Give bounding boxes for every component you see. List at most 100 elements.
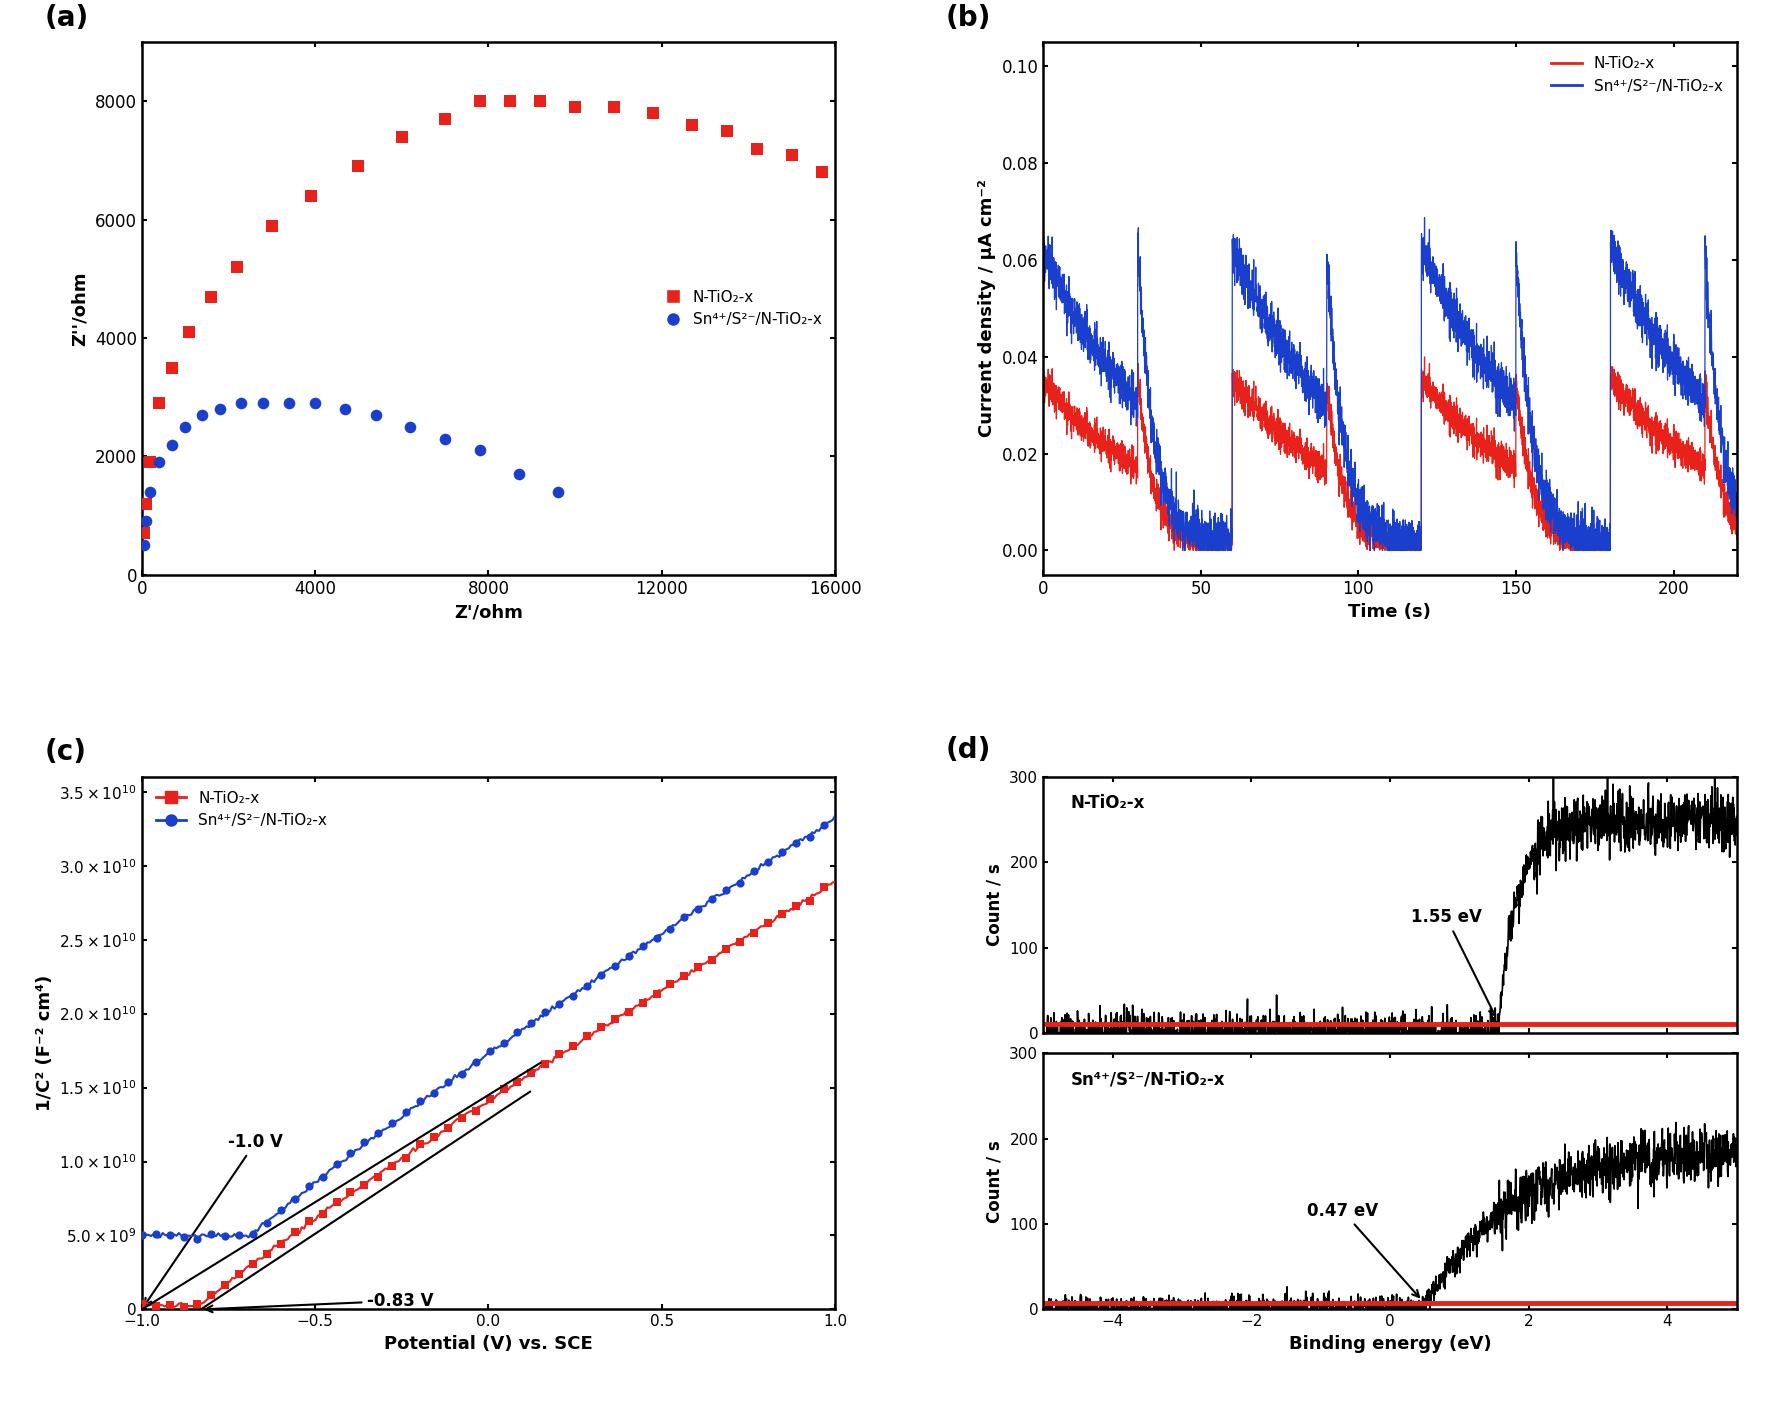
Point <box>796 825 824 848</box>
Point <box>280 1221 308 1243</box>
Point <box>131 493 159 515</box>
Point <box>183 1228 211 1250</box>
Text: (a): (a) <box>44 4 89 31</box>
Point <box>253 1243 282 1266</box>
Legend: N-TiO₂-x, Sn⁴⁺/S²⁻/N-TiO₂-x: N-TiO₂-x, Sn⁴⁺/S²⁻/N-TiO₂-x <box>149 784 333 835</box>
X-axis label: Potential (V) vs. SCE: Potential (V) vs. SCE <box>385 1335 594 1353</box>
Point <box>810 814 838 836</box>
Point <box>670 964 698 987</box>
X-axis label: Z'/ohm: Z'/ohm <box>454 603 523 621</box>
Point <box>392 1101 420 1124</box>
Point <box>253 1211 282 1233</box>
Legend: N-TiO₂-x, Sn⁴⁺/S²⁻/N-TiO₂-x: N-TiO₂-x, Sn⁴⁺/S²⁻/N-TiO₂-x <box>1545 49 1729 100</box>
Point <box>572 1025 601 1048</box>
Point <box>197 1224 225 1246</box>
Point <box>643 983 672 1005</box>
Y-axis label: Count / s: Count / s <box>985 863 1003 946</box>
Point <box>170 1225 198 1247</box>
Point <box>712 938 741 960</box>
Point <box>197 286 225 308</box>
Point <box>434 1117 462 1139</box>
Point <box>562 96 590 118</box>
Point <box>808 161 836 183</box>
Point <box>227 391 255 414</box>
Point <box>248 391 276 414</box>
Text: 0.47 eV: 0.47 eV <box>1306 1201 1419 1297</box>
Y-axis label: 1/C² (F⁻² cm⁴): 1/C² (F⁻² cm⁴) <box>35 976 53 1111</box>
Point <box>420 1081 448 1104</box>
Point <box>742 138 771 161</box>
Text: N-TiO₂-x: N-TiO₂-x <box>1070 794 1145 812</box>
Point <box>629 993 657 1015</box>
Point <box>156 1224 184 1246</box>
Point <box>546 1043 574 1066</box>
Point <box>136 451 165 473</box>
Point <box>684 898 712 921</box>
Point <box>388 125 416 148</box>
Point <box>175 321 204 344</box>
Point <box>301 391 330 414</box>
Point <box>323 1153 351 1176</box>
Point <box>197 1284 225 1307</box>
Point <box>489 1032 517 1055</box>
Point <box>587 1017 615 1039</box>
Point <box>503 1021 532 1043</box>
Point <box>461 1050 489 1073</box>
Point <box>268 1232 296 1255</box>
Point <box>781 832 810 855</box>
Point <box>796 890 824 912</box>
Point <box>767 903 796 925</box>
Point <box>461 1100 489 1122</box>
Point <box>136 480 165 503</box>
Point <box>223 256 252 279</box>
Point <box>170 1295 198 1318</box>
Point <box>377 1155 406 1177</box>
Point <box>767 841 796 863</box>
Point <box>344 155 372 177</box>
Point <box>753 850 781 873</box>
Point <box>656 973 684 995</box>
Point <box>739 921 767 943</box>
Text: (c): (c) <box>44 738 87 766</box>
Point <box>377 1112 406 1135</box>
Point <box>145 451 174 473</box>
Text: (b): (b) <box>946 4 992 31</box>
Point <box>131 510 159 532</box>
Point <box>684 956 712 979</box>
Point <box>363 1122 392 1145</box>
Point <box>431 428 459 451</box>
Point <box>406 1133 434 1156</box>
Point <box>331 398 360 421</box>
Point <box>239 1222 268 1245</box>
Point <box>257 214 285 237</box>
Point <box>145 391 174 414</box>
Point <box>601 96 629 118</box>
Point <box>532 1001 560 1024</box>
Point <box>363 1166 392 1188</box>
Text: -1.0 V: -1.0 V <box>145 1133 284 1305</box>
Point <box>225 1263 253 1286</box>
Point <box>517 1062 546 1084</box>
Point <box>810 876 838 898</box>
Point <box>781 894 810 917</box>
Point <box>670 905 698 928</box>
Point <box>156 1294 184 1316</box>
Text: -0.83 V: -0.83 V <box>206 1291 434 1312</box>
Point <box>643 928 672 950</box>
Point <box>503 1070 532 1093</box>
Y-axis label: Count / s: Count / s <box>985 1140 1003 1222</box>
X-axis label: Binding energy (eV): Binding energy (eV) <box>1288 1335 1492 1353</box>
Point <box>142 1295 170 1318</box>
Point <box>361 404 390 427</box>
Point <box>142 1222 170 1245</box>
Point <box>128 1293 156 1315</box>
Point <box>778 144 806 166</box>
Point <box>275 391 303 414</box>
X-axis label: Time (s): Time (s) <box>1348 603 1432 621</box>
Point <box>434 1071 462 1094</box>
Point <box>656 918 684 941</box>
Point <box>640 101 668 124</box>
Point <box>239 1253 268 1276</box>
Y-axis label: Z''/ohm: Z''/ohm <box>71 272 89 346</box>
Point <box>268 1198 296 1221</box>
